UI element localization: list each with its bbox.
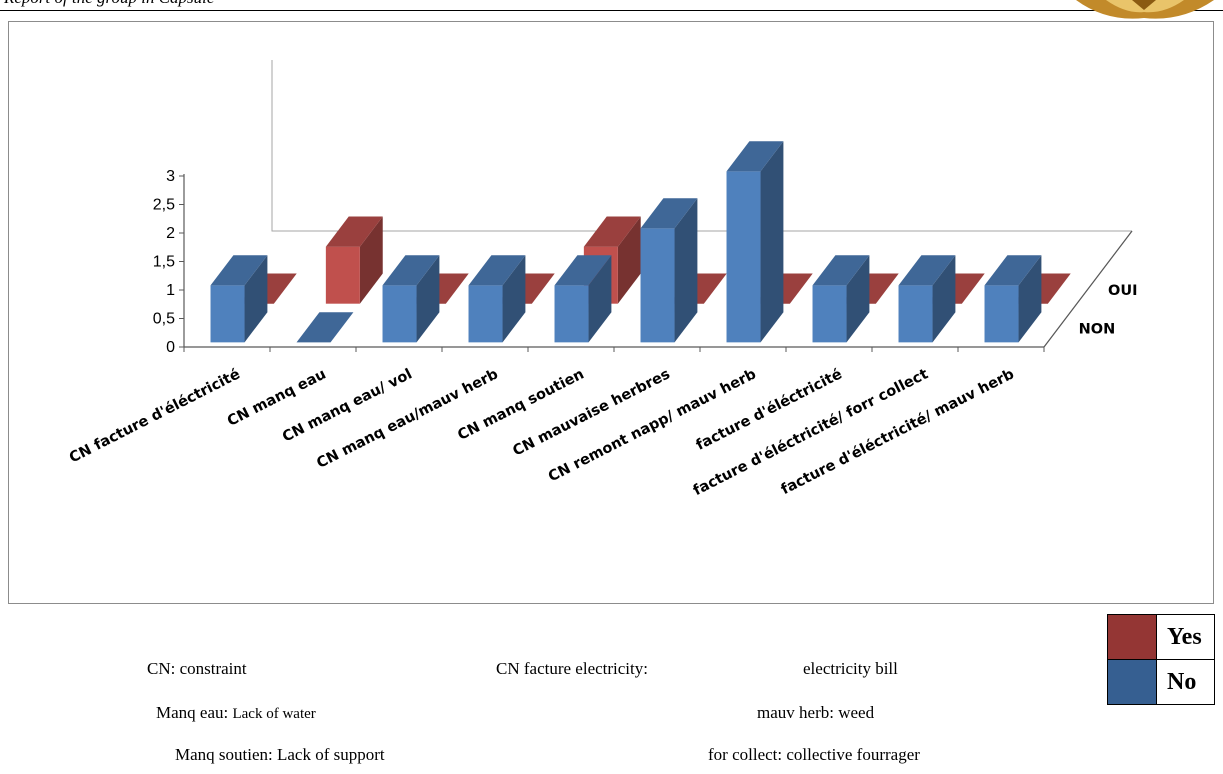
y-tick-label: 0,5: [153, 311, 175, 328]
bar-side-face: [416, 255, 440, 343]
bar-side-face: [244, 255, 268, 343]
bar-non-1: [296, 312, 354, 343]
bar-side-face: [617, 216, 641, 304]
bar-side-face: [502, 255, 526, 343]
bar-top-face: [726, 141, 784, 172]
depth-axis-line: [1043, 230, 1133, 348]
note-cn: CN: constraint: [147, 659, 247, 678]
bar-top-face: [984, 255, 1042, 286]
note-mauv-herb: mauv herb: weed: [757, 703, 875, 722]
note-manq-eau-prefix: Manq eau:: [156, 703, 229, 722]
bar-non-4: [554, 255, 612, 343]
bar-front-face: [984, 285, 1019, 343]
legend-label-yes: Yes: [1156, 614, 1215, 660]
logo-emblem: [1076, 0, 1214, 19]
bar-non-6: [726, 141, 784, 343]
legend-table: Yes No: [1107, 614, 1215, 705]
bar-oui-1: [325, 216, 383, 304]
bar-front-face: [468, 285, 503, 343]
note-cn-facture: CN facture electricity:: [496, 659, 648, 678]
legend-swatch-yes: [1107, 614, 1157, 660]
category-label: CN mauvaise herbres: [510, 366, 672, 459]
note-manq-eau-text: Lack of water: [232, 706, 316, 722]
bar-top-face: [382, 255, 440, 286]
bar-side-face: [1018, 255, 1042, 343]
legend-label-no: No: [1156, 659, 1215, 705]
back-wall-edge: [271, 60, 1132, 232]
chart-3d-bar: 0 0,5 1 1,5 2 2,5 3 NON OUI CN facture d'éléctric…: [67, 60, 1138, 499]
bar-front-face: [726, 171, 761, 343]
bar-top-face: [296, 312, 354, 343]
y-tick-label: 1: [166, 282, 175, 299]
bar-non-9: [984, 255, 1042, 343]
y-tick-label: 1,5: [153, 254, 175, 271]
note-manq-soutien: Manq soutien: Lack of support: [175, 745, 385, 764]
legend-swatch-no: [1107, 659, 1157, 705]
bar-non-5: [640, 198, 698, 343]
header-rule: [0, 10, 1223, 11]
bar-front-face: [382, 285, 417, 343]
note-manq-eau: Manq eau: Lack of water: [156, 703, 316, 723]
series-label-non: NON: [1079, 322, 1116, 338]
bar-front-face: [898, 285, 933, 343]
category-label: CN facture d'éléctricité: [67, 366, 243, 466]
y-tick-label: 2: [166, 225, 175, 242]
bar-side-face: [760, 141, 784, 343]
bar-non-2: [382, 255, 440, 343]
bar-front-face: [640, 228, 675, 343]
bar-top-face: [554, 255, 612, 286]
bar-top-face: [468, 255, 526, 286]
note-for-collect: for collect: collective fourrager: [708, 745, 920, 764]
bar-top-face: [210, 255, 268, 286]
bar-front-face: [210, 285, 245, 343]
bar-top-face: [325, 216, 383, 247]
bar-side-face: [932, 255, 956, 343]
bar-non-0: [210, 255, 268, 343]
page-header-text: Report of the group in Capsule: [4, 0, 214, 8]
bar-top-face: [583, 216, 641, 247]
category-label: facture d'éléctricité: [694, 366, 845, 454]
bar-side-face: [846, 255, 870, 343]
legend-row-no: No: [1107, 659, 1215, 705]
bar-non-8: [898, 255, 956, 343]
y-tick-label: 0: [166, 339, 175, 356]
series-label-oui: OUI: [1108, 283, 1138, 299]
bar-side-face: [359, 216, 383, 304]
bar-non-3: [468, 255, 526, 343]
bar-front-face: [554, 285, 589, 343]
chart-frame: 0 0,5 1 1,5 2 2,5 3 NON OUI CN facture d'éléctric…: [8, 21, 1214, 604]
bar-non-7: [812, 255, 870, 343]
bar-top-face: [812, 255, 870, 286]
legend-row-yes: Yes: [1107, 614, 1215, 660]
bar-side-face: [588, 255, 612, 343]
y-tick-label: 2,5: [153, 197, 175, 214]
bar-top-face: [898, 255, 956, 286]
bar-top-face: [640, 198, 698, 229]
y-tick-label: 3: [166, 168, 175, 185]
note-electricity-bill: electricity bill: [803, 659, 898, 678]
bar-front-face: [325, 246, 360, 304]
bar-side-face: [674, 198, 698, 343]
bar-front-face: [812, 285, 847, 343]
